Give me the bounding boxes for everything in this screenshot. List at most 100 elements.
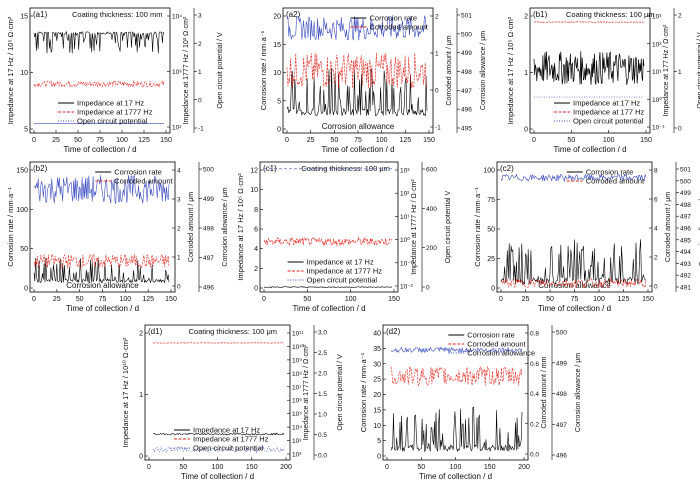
- coating-annotation: Coating thickness: 100 μm: [566, 10, 655, 19]
- y-right1-tick-label: 10³: [400, 168, 410, 175]
- x-tick-label: 50: [179, 464, 187, 471]
- y-right1-tick-label: 1: [435, 51, 439, 58]
- x-tick-label: 100: [119, 296, 131, 303]
- series-line-2: [152, 342, 285, 344]
- legend-label: Corrosion rate: [114, 168, 162, 177]
- y-right2-tick-label: 499: [203, 196, 214, 203]
- y-right1-tick-label: 10²: [172, 125, 182, 132]
- x-tick-label: 50: [417, 464, 425, 471]
- y-left-tick-label: 100: [483, 168, 495, 175]
- y-left-axis-label: Corrosion rate / mm·a⁻¹: [259, 30, 268, 110]
- legend-label: Corrosion rate: [370, 14, 418, 23]
- y-left-tick-label: 12: [250, 168, 258, 175]
- y-right2-tick-label: 495: [461, 126, 472, 133]
- y-left-axis-label: Impedance at 17 Hz / 10⁵ Ω·cm²: [236, 173, 245, 281]
- x-tick-label: 200: [280, 464, 292, 471]
- y-right2-tick-label: 496: [680, 226, 691, 233]
- x-tick-label: 150: [484, 464, 496, 471]
- x-tick-label: 25: [52, 137, 60, 144]
- y-right2-axis-label: Corrosion allowance / μm: [222, 187, 229, 266]
- y-right2-tick-label: 0.0: [318, 453, 327, 460]
- y-left-tick-label: 50: [20, 246, 28, 253]
- y-left-tick-label: 50: [487, 227, 495, 234]
- y-right2-tick-label: 500: [461, 31, 472, 38]
- y-right2-tick-label: 1: [198, 69, 202, 76]
- y-right2-tick-label: 200: [426, 245, 437, 252]
- y-right2-tick-label: 498: [556, 391, 567, 398]
- x-axis-label: Time of collection / d: [181, 472, 254, 481]
- x-tick-label: 75: [99, 296, 107, 303]
- y-left-tick-label: 2: [139, 331, 143, 338]
- series-line-3: [286, 15, 428, 41]
- legend-label: Open circuit potential: [77, 117, 148, 126]
- y-left-tick-label: 100: [16, 207, 28, 214]
- legend-label: Impedance at 17 Hz: [77, 99, 144, 108]
- y-right2-tick-label: 400: [426, 206, 437, 213]
- y-right1-tick-label: 2: [654, 255, 658, 262]
- x-tick-label: 150: [388, 296, 400, 303]
- y-right1-tick-label: 2: [435, 14, 439, 21]
- y-right2-tick-label: 499: [461, 50, 472, 57]
- legend-label: Impedance at 17 Hz: [573, 99, 640, 108]
- y-right1-axis-label: Corroded amount / mm: [541, 356, 548, 428]
- x-tick-label: 100: [603, 137, 615, 144]
- y-left-tick-label: 20: [273, 14, 281, 21]
- y-right2-axis-label: Open circuit potential / V: [337, 354, 344, 431]
- y-left-tick-label: 10: [20, 70, 28, 77]
- y-left-tick-label: 0: [277, 127, 281, 134]
- panel-label: (a1): [33, 10, 48, 19]
- y-right1-tick-label: 10¹: [400, 214, 410, 221]
- y-right1-tick-label: 10⁴: [292, 425, 302, 432]
- legend-label: Corroded amount: [467, 340, 526, 349]
- x-tick-label: 125: [618, 296, 630, 303]
- plot-frame: [529, 7, 651, 134]
- corrosion-allowance-text: Corrosion allowance: [322, 122, 395, 131]
- series-line-1: [263, 286, 393, 288]
- y-left-tick-label: 8: [254, 207, 258, 214]
- y-left-tick-label: 2: [524, 14, 528, 21]
- y-right2-tick-label: 1.0: [318, 412, 327, 419]
- x-tick-label: 50: [567, 137, 575, 144]
- y-left-axis-label: Corrosion rate / mm·a⁻¹: [473, 187, 482, 267]
- y-right1-tick-label: 8: [654, 168, 658, 175]
- y-left-tick-label: 150: [16, 168, 28, 175]
- y-right2-tick-label: 501: [461, 13, 472, 20]
- y-right1-tick-label: 0: [177, 284, 181, 291]
- y-right2-tick-label: 1: [678, 69, 682, 76]
- x-tick-label: 200: [518, 464, 530, 471]
- x-tick-label: 25: [53, 296, 61, 303]
- y-left-tick-label: 6: [254, 227, 258, 234]
- y-right2-tick-label: 496: [203, 285, 214, 292]
- series-line-1: [33, 257, 170, 284]
- y-right1-tick-label: 0.0: [530, 452, 539, 459]
- y-right2-axis-label: Open circuit potential / V: [217, 32, 224, 109]
- legend-label: Impedance at 17 Hz: [307, 258, 374, 267]
- y-left-tick-label: 1: [139, 392, 143, 399]
- panel-d1: 0 50 100 150 200 Time of collection / d 0 1 2 Imp…: [121, 324, 344, 481]
- y-right2-tick-label: 501: [680, 167, 691, 174]
- y-right1-axis-label: Impedance at 1777 Hz / 10² Ω·cm²: [183, 16, 190, 124]
- coating-annotation: Coating thickness: 100 mm: [72, 10, 162, 19]
- y-right2-tick-label: 499: [556, 360, 567, 367]
- legend-label: Impedance at 17 Hz: [193, 426, 260, 435]
- legend-label: Open circuit potential: [573, 117, 644, 126]
- panel-c2: 0 25 50 75 100 125 150 Time of collection / d 0 2…: [473, 161, 700, 313]
- panel-c1: 0 50 100 150 Time of collection / d 0 2 4 6 8 10 12…: [236, 161, 452, 313]
- y-right1-tick-label: 10²: [400, 191, 410, 198]
- y-right1-tick-label: 10⁶: [292, 398, 302, 405]
- y-right2-tick-label: 0: [426, 285, 430, 292]
- series-line-2: [533, 21, 645, 24]
- series-line-2: [263, 236, 393, 247]
- x-tick-label: 150: [640, 137, 652, 144]
- series-line-2: [33, 79, 165, 88]
- y-right2-tick-label: 3.0: [318, 330, 327, 337]
- y-left-tick-label: 30: [373, 361, 381, 368]
- y-left-tick-label: 0: [491, 286, 495, 293]
- y-right1-axis-label: Impedance at 1777 Hz / Ω·cm²: [303, 344, 310, 440]
- y-right1-tick-label: 0: [435, 88, 439, 95]
- series-line-1: [390, 406, 523, 453]
- y-right1-tick-label: 10⁵: [292, 411, 302, 418]
- y-left-tick-label: 4: [254, 246, 258, 253]
- y-right2-tick-label: 494: [680, 249, 691, 256]
